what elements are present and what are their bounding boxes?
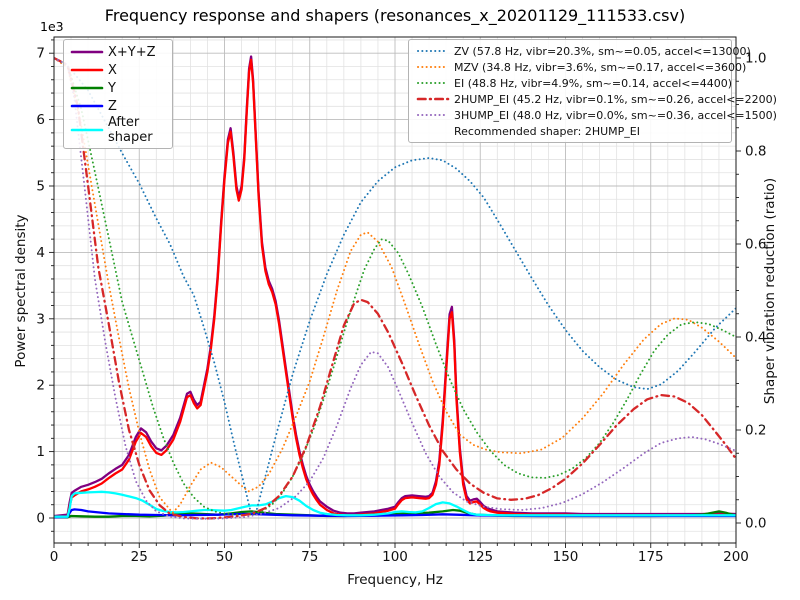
legend-psd-item: Z (70, 97, 166, 115)
legend-psd-item: After shaper (70, 115, 166, 145)
y-left-tick-label: 2 (36, 378, 45, 394)
x-tick-label: 25 (131, 549, 148, 565)
legend-psd-label: Z (108, 98, 117, 114)
legend-psd-label: After shaper (108, 115, 153, 145)
legend-psd-item: X (70, 61, 166, 79)
x-tick-label: 75 (301, 549, 318, 565)
x-tick-label: 150 (553, 549, 579, 565)
y-right-tick-label: 0.2 (745, 423, 766, 439)
legend-sample-line (70, 48, 104, 56)
curve-x (54, 58, 736, 519)
legend-sample-line (70, 126, 104, 134)
legend-shapers-label: ZV (57.8 Hz, vibr=20.3%, sm~=0.05, accel… (454, 44, 751, 58)
curves (54, 55, 736, 520)
legend-sample-line (416, 95, 450, 103)
x-tick-label: 175 (638, 549, 664, 565)
y-left-tick-label: 7 (36, 46, 45, 62)
x-tick-label: 200 (723, 549, 749, 565)
legend-sample-line (416, 47, 450, 55)
x-tick-label: 50 (216, 549, 233, 565)
legend-sample-line (416, 63, 450, 71)
y-right-tick-label: 0.6 (745, 237, 766, 253)
legend-shapers-item: ZV (57.8 Hz, vibr=20.3%, sm~=0.05, accel… (416, 43, 751, 59)
legend-shapers-label: 3HUMP_EI (48.0 Hz, vibr=0.0%, sm~=0.36, … (454, 108, 777, 122)
x-tick-label: 0 (50, 549, 59, 565)
y-left-tick-label: 1 (36, 444, 45, 460)
legend-shapers-item: 3HUMP_EI (48.0 Hz, vibr=0.0%, sm~=0.36, … (416, 107, 777, 123)
y-left-tick-label: 0 (36, 511, 45, 527)
legend-shapers-label: EI (48.8 Hz, vibr=4.9%, sm~=0.14, accel<… (454, 76, 732, 90)
y-axis-label-left: Power spectral density (13, 214, 29, 368)
legend-shapers-label: MZV (34.8 Hz, vibr=3.6%, sm~=0.17, accel… (454, 60, 747, 74)
legend-psd: X+Y+Z X Y Z After shaper (63, 39, 173, 149)
legend-shapers-item: EI (48.8 Hz, vibr=4.9%, sm~=0.14, accel<… (416, 75, 732, 91)
legend-psd-item: Y (70, 79, 166, 97)
legend-shapers-item: Recommended shaper: 2HUMP_EI (416, 123, 724, 139)
curve-mzv (54, 57, 736, 514)
legend-psd-label: Y (108, 80, 116, 96)
legend-shapers-label: 2HUMP_EI (45.2 Hz, vibr=0.1%, sm~=0.26, … (454, 92, 777, 106)
curve-after-shaper (54, 490, 736, 518)
curve-3hump_ei (54, 57, 736, 520)
y-left-tick-label: 3 (36, 311, 45, 327)
ticks (49, 39, 741, 548)
curve-2hump_ei (54, 56, 736, 520)
axis-offset-text: 1e3 (40, 19, 64, 34)
legend-sample-line (416, 111, 450, 119)
y-right-tick-label: 0.0 (745, 516, 766, 532)
legend-sample-line (70, 84, 104, 92)
legend-shapers-label: Recommended shaper: 2HUMP_EI (454, 124, 640, 138)
y-right-tick-label: 0.8 (745, 144, 766, 160)
legend-sample-line (416, 79, 450, 87)
legend-psd-item: X+Y+Z (70, 43, 166, 61)
y-right-tick-label: 1.0 (745, 51, 766, 67)
y-left-tick-label: 4 (36, 245, 45, 261)
legend-shapers: ZV (57.8 Hz, vibr=20.3%, sm~=0.05, accel… (408, 39, 777, 143)
legend-shapers-item: 2HUMP_EI (45.2 Hz, vibr=0.1%, sm~=0.26, … (416, 91, 777, 107)
legend-shapers-item: MZV (34.8 Hz, vibr=3.6%, sm~=0.17, accel… (416, 59, 746, 75)
curve-ei (54, 57, 736, 516)
y-left-tick-label: 6 (36, 112, 45, 128)
tick-labels: 0 25 50 75 100 125 150 175 200 0 1 2 3 4 5 6 7 0.0 0.2 0.4 0… (36, 46, 766, 565)
chart-title: Frequency response and shapers (resonanc… (104, 6, 686, 25)
legend-sample-line (70, 66, 104, 74)
curve-zv (54, 57, 736, 515)
x-tick-label: 125 (467, 549, 493, 565)
legend-sample-line (70, 102, 104, 110)
x-axis-label: Frequency, Hz (347, 572, 443, 588)
legend-psd-label: X (108, 62, 117, 78)
legend-psd-label: X+Y+Z (108, 44, 156, 60)
y-left-tick-label: 5 (36, 179, 45, 195)
y-right-tick-label: 0.4 (745, 330, 766, 346)
y-axis-label-right: Shaper vibration reduction (ratio) (762, 177, 778, 405)
x-tick-label: 100 (382, 549, 408, 565)
